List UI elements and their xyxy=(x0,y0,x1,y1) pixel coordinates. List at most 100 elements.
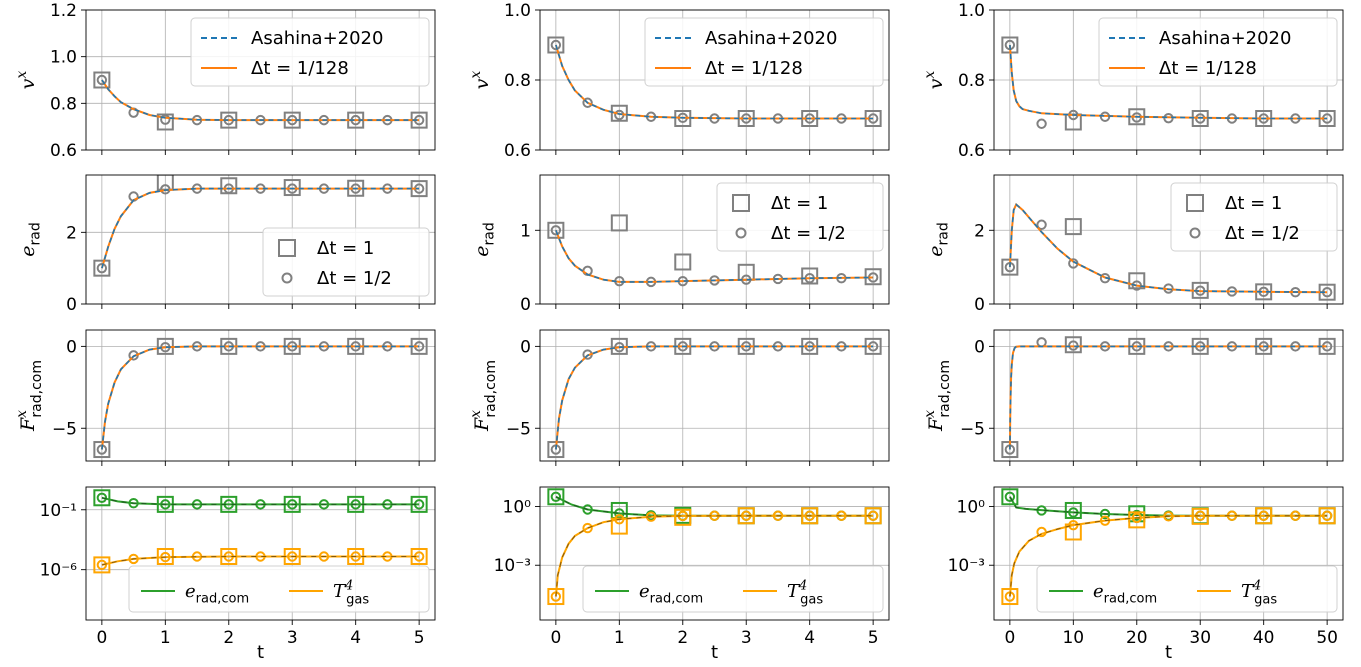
legend: erad,com T4 gas xyxy=(128,565,430,613)
series-line xyxy=(554,514,874,597)
x-tick-label: 3 xyxy=(287,628,298,648)
y-tick-label: 10⁻³ xyxy=(948,556,985,576)
legend-marker-circle xyxy=(735,227,747,239)
legend-label: Δt = 1/2 xyxy=(317,268,392,289)
axes-frame xyxy=(993,486,1344,621)
axes-frame xyxy=(85,9,436,151)
axes-frame xyxy=(993,329,1344,462)
x-tick-label: 1 xyxy=(614,628,625,648)
x-tick-label: 2 xyxy=(223,628,234,648)
legend-box xyxy=(1036,565,1338,613)
x-tick-label: 2 xyxy=(677,628,688,648)
y-tick-label: 10⁰ xyxy=(957,498,986,518)
marker-circle-dt1-2 xyxy=(1004,491,1016,502)
y-axis-label: vx xyxy=(922,71,947,90)
series-line-reference xyxy=(101,556,420,566)
legend-marker-square xyxy=(732,194,750,212)
marker-square-dt1 xyxy=(1128,272,1146,290)
legend-label: erad,com xyxy=(639,581,703,606)
y-tick-label: 1.0 xyxy=(958,1,985,21)
subplot: 0 2 erad xyxy=(925,174,1344,315)
y-tick-label: 0.6 xyxy=(50,141,77,161)
axes-frame xyxy=(85,329,436,462)
y-tick-label: 1.0 xyxy=(504,1,531,21)
y-axis-label: vx xyxy=(468,71,493,90)
series-line-dt1-128 xyxy=(100,345,420,450)
y-tick-label: 0 xyxy=(520,295,531,315)
legend-box xyxy=(716,182,884,252)
y-tick-label: 0.6 xyxy=(504,141,531,161)
series-line-dt1-128 xyxy=(1008,345,1328,450)
y-tick-label: 2 xyxy=(974,221,985,241)
marker-square-dt1 xyxy=(674,508,692,526)
series-line-asahina2020 xyxy=(1009,203,1328,293)
x-tick-label: 40 xyxy=(1253,628,1275,648)
y-tick-label: 1.2 xyxy=(50,1,77,21)
marker-circle-dt1-2 xyxy=(550,225,562,236)
series-line-asahina2020 xyxy=(101,187,420,269)
legend: Asahina+2020 Δt = 1/128 xyxy=(1098,17,1338,87)
series-line-dt1-128 xyxy=(554,345,874,450)
x-tick-label: 3 xyxy=(741,628,752,648)
marker-square-dt1 xyxy=(283,179,301,197)
x-tick-label: 0 xyxy=(550,628,561,648)
legend-marker-circle xyxy=(1189,227,1201,239)
y-tick-label: 0.8 xyxy=(50,94,77,114)
legend-label: Δt = 1 xyxy=(1225,193,1282,214)
data-layer xyxy=(547,36,882,127)
legend-box xyxy=(644,17,884,87)
legend-label: Asahina+2020 xyxy=(251,28,383,49)
y-tick-label: −5 xyxy=(52,419,77,439)
legend-label: Asahina+2020 xyxy=(1159,28,1291,49)
marker-circle-dt1-2 xyxy=(582,522,593,534)
data-layer xyxy=(547,214,882,288)
legend-marker-circle xyxy=(281,272,293,284)
subplot: −5 0 Fxrad,com xyxy=(922,329,1344,466)
x-tick-label: 0 xyxy=(1004,628,1015,648)
y-tick-label: −5 xyxy=(506,419,531,439)
marker-square-dt1 xyxy=(1064,336,1082,354)
marker-circle-dt1-2 xyxy=(96,74,108,86)
marker-circle-dt1-2 xyxy=(1036,219,1047,230)
legend-marker-square xyxy=(278,239,296,257)
legend: Δt = 1 Δt = 1/2 xyxy=(716,182,884,252)
legend: Δt = 1 Δt = 1/2 xyxy=(262,227,430,297)
axes-frame xyxy=(85,174,436,305)
marker-square-dt1 xyxy=(1064,501,1082,519)
legend-label: T4 gas xyxy=(787,578,823,607)
marker-circle-dt1-2 xyxy=(1036,118,1047,129)
data-layer xyxy=(93,489,428,574)
legend-label: Δt = 1/128 xyxy=(251,58,349,79)
marker-square-dt1 xyxy=(547,488,565,506)
legend-label: Δt = 1/2 xyxy=(771,223,846,244)
x-axis-label: t xyxy=(1165,642,1172,663)
subplot: 0 2 erad xyxy=(17,174,436,315)
legend-marker-square xyxy=(1186,194,1204,212)
legend: Δt = 1 Δt = 1/2 xyxy=(1170,182,1338,252)
marker-square-dt1 xyxy=(1128,511,1146,529)
subplot: 10⁰ 10⁻³ 0 10 20 30 40 50 xyxy=(948,486,1344,648)
y-tick-label: 1.0 xyxy=(50,48,77,68)
x-tick-label: 20 xyxy=(1126,628,1148,648)
data-layer xyxy=(547,337,882,459)
series-line-asahina2020 xyxy=(1009,345,1328,450)
marker-square-dt1 xyxy=(93,71,111,89)
axes-frame xyxy=(993,174,1344,305)
series-line-asahina2020 xyxy=(555,345,874,450)
y-axis-label: erad xyxy=(925,222,952,256)
subplot: −5 0 Fxrad,com xyxy=(468,329,890,466)
series-line-reference xyxy=(1009,496,1328,517)
y-tick-label: 1 xyxy=(520,221,531,241)
marker-circle-dt1-2 xyxy=(550,39,562,51)
legend-label: erad,com xyxy=(185,581,249,606)
y-axis-label: erad xyxy=(17,222,44,256)
series-line-asahina2020 xyxy=(101,79,420,121)
legend: Asahina+2020 Δt = 1/128 xyxy=(190,17,430,87)
series-line-asahina2020 xyxy=(1009,44,1328,120)
marker-square-dt1 xyxy=(1001,488,1019,506)
axes-frame xyxy=(85,486,436,621)
data-layer xyxy=(1001,36,1336,131)
marker-circle-dt1-2 xyxy=(1036,337,1047,348)
data-layer xyxy=(93,71,428,131)
legend: erad,com T4 gas xyxy=(582,565,884,613)
